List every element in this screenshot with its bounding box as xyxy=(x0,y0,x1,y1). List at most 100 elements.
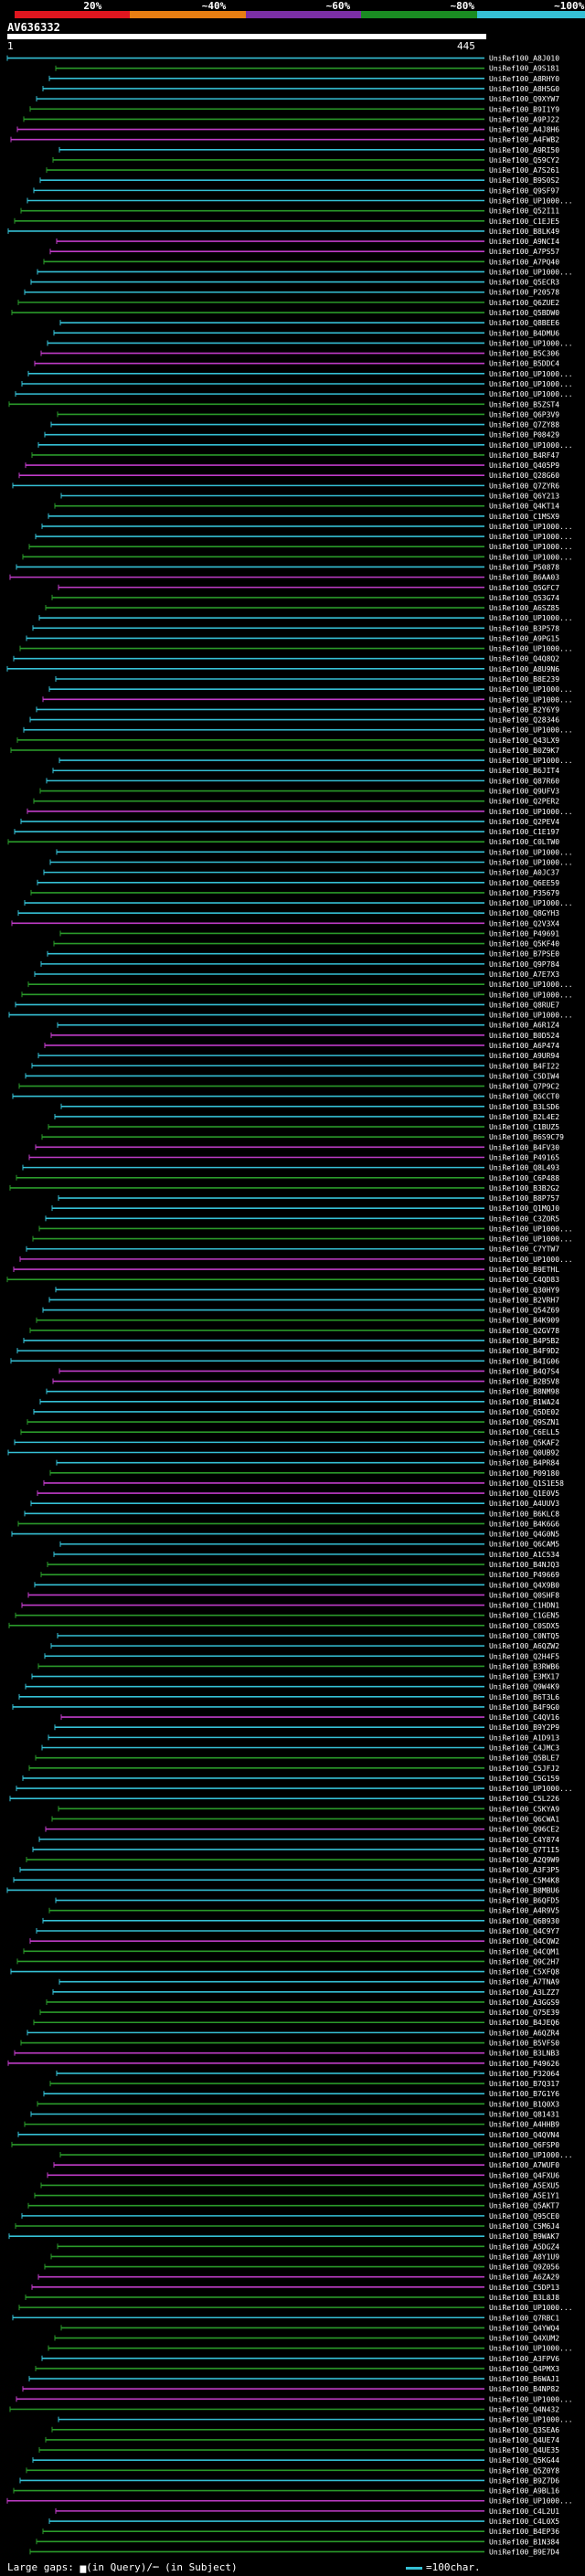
hit-row[interactable]: UniRef100_B8P757 xyxy=(58,1194,559,1203)
hit-row[interactable]: UniRef100_Q28346 xyxy=(29,716,559,725)
hit-label[interactable]: UniRef100_Q4UE35 xyxy=(489,2446,559,2454)
hit-row[interactable]: UniRef100_UP1000... xyxy=(27,981,573,989)
hit-row[interactable]: UniRef100_B4FI22 xyxy=(31,1062,559,1070)
hit-label[interactable]: UniRef100_Q5KAF2 xyxy=(489,1438,559,1447)
hit-row[interactable]: UniRef100_C5DP13 xyxy=(31,2284,559,2292)
hit-label[interactable]: UniRef100_UP1000... xyxy=(489,1224,573,1233)
hit-label[interactable]: UniRef100_B6T3L6 xyxy=(489,1693,559,1701)
hit-row[interactable]: UniRef100_A5DGZ4 xyxy=(57,2242,559,2251)
hit-row[interactable]: UniRef100_B9WAK7 xyxy=(8,2232,559,2241)
hit-label[interactable]: UniRef100_Q2GV78 xyxy=(489,1327,559,1335)
hit-label[interactable]: UniRef100_Q53G74 xyxy=(489,594,559,602)
hit-label[interactable]: UniRef100_A8J010 xyxy=(489,55,559,63)
hit-label[interactable]: UniRef100_B0D524 xyxy=(489,1032,559,1040)
hit-label[interactable]: UniRef100_UP1000... xyxy=(489,533,573,541)
hit-row[interactable]: UniRef100_B6JIT4 xyxy=(52,767,559,775)
hit-row[interactable]: UniRef100_Q4KT14 xyxy=(54,503,559,511)
hit-label[interactable]: UniRef100_A4UUV3 xyxy=(489,1500,559,1508)
hit-row[interactable]: UniRef100_C1MSX9 xyxy=(48,513,559,521)
hit-row[interactable]: UniRef100_B9I1Y9 xyxy=(29,105,559,113)
hit-label[interactable]: UniRef100_C5JFJ2 xyxy=(489,1765,559,1773)
hit-label[interactable]: UniRef100_UP1000... xyxy=(489,2416,573,2424)
hit-label[interactable]: UniRef100_B9Z7D6 xyxy=(489,2476,559,2485)
hit-row[interactable]: UniRef100_P49626 xyxy=(7,2060,559,2068)
hit-row[interactable]: UniRef100_Q2V3X4 xyxy=(11,919,559,928)
hit-label[interactable]: UniRef100_B5C306 xyxy=(489,350,559,358)
hit-label[interactable]: UniRef100_Q6CAM5 xyxy=(489,1541,559,1549)
hit-row[interactable]: UniRef100_B4JEQ6 xyxy=(33,2019,559,2027)
hit-label[interactable]: UniRef100_Q9W4K9 xyxy=(489,1683,559,1691)
hit-label[interactable]: UniRef100_UP1000... xyxy=(489,848,573,856)
hit-row[interactable]: UniRef100_A4UUV3 xyxy=(30,1500,559,1508)
hit-label[interactable]: UniRef100_UP1000... xyxy=(489,553,573,561)
hit-row[interactable]: UniRef100_A9S181 xyxy=(55,65,559,73)
hit-row[interactable]: UniRef100_Q9P784 xyxy=(40,960,559,969)
hit-row[interactable]: UniRef100_C5XFQ8 xyxy=(10,1968,559,1977)
hit-label[interactable]: UniRef100_A4FWB2 xyxy=(489,136,559,144)
hit-label[interactable]: UniRef100_P49669 xyxy=(489,1571,559,1579)
hit-label[interactable]: UniRef100_Q4UE74 xyxy=(489,2436,559,2444)
hit-row[interactable]: UniRef100_UP1000... xyxy=(49,858,573,866)
hit-row[interactable]: UniRef100_UP1000... xyxy=(37,268,573,276)
hit-row[interactable]: UniRef100_Q75E39 xyxy=(39,2009,559,2017)
hit-row[interactable]: UniRef100_Q96CE2 xyxy=(45,1826,559,1834)
hit-row[interactable]: UniRef100_B4NP82 xyxy=(22,2385,559,2393)
hit-label[interactable]: UniRef100_A6QZR4 xyxy=(489,2029,559,2037)
hit-row[interactable]: UniRef100_B7G1Y6 xyxy=(43,2090,559,2098)
hit-row[interactable]: UniRef100_Q9C2H7 xyxy=(16,1957,559,1966)
hit-row[interactable]: UniRef100_B4DMU6 xyxy=(53,329,559,337)
hit-label[interactable]: UniRef100_Q9XYW7 xyxy=(489,95,559,103)
hit-row[interactable]: UniRef100_B6T3L6 xyxy=(18,1693,559,1701)
hit-row[interactable]: UniRef100_B0D524 xyxy=(50,1032,559,1040)
hit-row[interactable]: UniRef100_Q4Q8Q2 xyxy=(13,655,559,663)
hit-row[interactable]: UniRef100_B4RF47 xyxy=(31,451,559,460)
hit-label[interactable]: UniRef100_B4P5B2 xyxy=(489,1337,559,1345)
hit-label[interactable]: UniRef100_A7S261 xyxy=(489,166,559,175)
hit-row[interactable]: UniRef100_UP1000... xyxy=(19,645,573,653)
hit-row[interactable]: UniRef100_A8RHY0 xyxy=(48,75,559,83)
hit-label[interactable]: UniRef100_B4K909 xyxy=(489,1317,559,1325)
hit-row[interactable]: UniRef100_UP1000... xyxy=(38,1224,573,1233)
hit-label[interactable]: UniRef100_Q9Z056 xyxy=(489,2263,559,2272)
hit-row[interactable]: UniRef100_A8U9N6 xyxy=(6,665,559,673)
hit-label[interactable]: UniRef100_B8MBU6 xyxy=(489,1886,559,1894)
hit-row[interactable]: UniRef100_A1C534 xyxy=(53,1551,559,1559)
hit-label[interactable]: UniRef100_Q4CQM1 xyxy=(489,1947,559,1956)
hit-label[interactable]: UniRef100_Q5ECR3 xyxy=(489,279,559,287)
hit-row[interactable]: UniRef100_C5L226 xyxy=(9,1795,559,1803)
hit-row[interactable]: UniRef100_C4Y874 xyxy=(38,1836,559,1844)
hit-row[interactable]: UniRef100_A6R1Z4 xyxy=(57,1022,559,1030)
hit-row[interactable]: UniRef100_B7PSE0 xyxy=(47,950,559,959)
hit-label[interactable]: UniRef100_Q2H4F5 xyxy=(489,1652,559,1660)
hit-row[interactable]: UniRef100_B3RWB6 xyxy=(37,1662,559,1670)
hit-row[interactable]: UniRef100_A2Q9W9 xyxy=(26,1856,559,1864)
hit-row[interactable]: UniRef100_Q59CY2 xyxy=(52,156,559,164)
hit-label[interactable]: UniRef100_Q7ZY88 xyxy=(489,421,559,429)
hit-row[interactable]: UniRef100_Q5BDW0 xyxy=(11,309,559,317)
hit-row[interactable]: UniRef100_B9Y2P9 xyxy=(54,1723,559,1732)
hit-row[interactable]: UniRef100_P08429 xyxy=(44,431,559,440)
hit-row[interactable]: UniRef100_P32064 xyxy=(56,2070,559,2078)
hit-row[interactable]: UniRef100_B8NM98 xyxy=(46,1388,559,1396)
hit-label[interactable]: UniRef100_A0JC37 xyxy=(489,869,559,877)
hit-label[interactable]: UniRef100_B4JEQ6 xyxy=(489,2019,559,2027)
hit-label[interactable]: UniRef100_Q4N432 xyxy=(489,2405,559,2413)
hit-row[interactable]: UniRef100_C4QV16 xyxy=(60,1713,559,1722)
hit-label[interactable]: UniRef100_C6ELL5 xyxy=(489,1428,559,1436)
hit-row[interactable]: UniRef100_B6KLC8 xyxy=(24,1510,559,1518)
hit-label[interactable]: UniRef100_B2B5V8 xyxy=(489,1378,559,1386)
hit-row[interactable]: UniRef100_A7TNA9 xyxy=(58,1978,559,1987)
hit-label[interactable]: UniRef100_A7E7X3 xyxy=(489,970,559,979)
hit-row[interactable]: UniRef100_Q30HY9 xyxy=(55,1286,559,1294)
hit-label[interactable]: UniRef100_P49165 xyxy=(489,1153,559,1161)
hit-row[interactable]: UniRef100_Q9SZN1 xyxy=(27,1418,559,1426)
hit-row[interactable]: UniRef100_A1D913 xyxy=(48,1733,559,1742)
hit-label[interactable]: UniRef100_Q4CQW2 xyxy=(489,1937,559,1945)
hit-label[interactable]: UniRef100_B5VFS0 xyxy=(489,2040,559,2048)
hit-row[interactable]: UniRef100_UP1000... xyxy=(16,1785,573,1793)
hit-label[interactable]: UniRef100_C3ZOR5 xyxy=(489,1214,559,1223)
hit-row[interactable]: UniRef100_UP1000... xyxy=(37,441,573,450)
hit-row[interactable]: UniRef100_Q4N432 xyxy=(9,2405,559,2413)
hit-row[interactable]: UniRef100_B6WAJ1 xyxy=(28,2375,559,2383)
hit-label[interactable]: UniRef100_Q52I11 xyxy=(489,207,559,216)
